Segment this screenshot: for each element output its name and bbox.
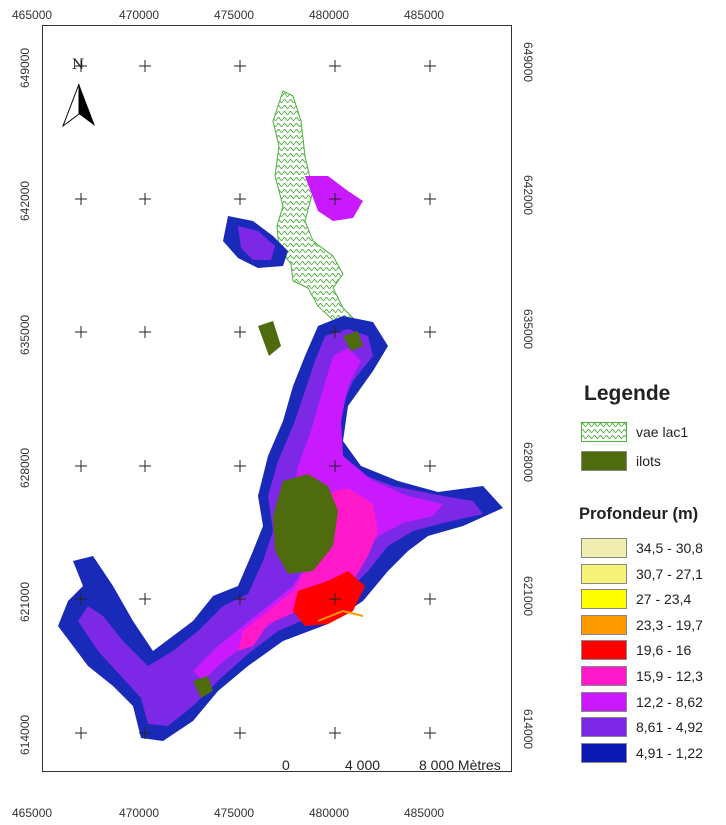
scale-label-end: 8 000 Mètres	[419, 757, 501, 773]
grid-crosses	[75, 60, 436, 739]
depth-class-label: 30,7 - 27,1	[636, 565, 703, 582]
x-tick-top: 465000	[12, 8, 53, 22]
depth-class-label: 19,6 - 16	[636, 642, 692, 659]
depth-class-label: 15,9 - 12,3	[636, 668, 703, 684]
x-tick-top: 475000	[214, 8, 255, 22]
color-swatch	[581, 666, 627, 686]
color-swatch	[581, 640, 627, 661]
x-tick-bottom: 485000	[404, 806, 445, 820]
color-swatch	[581, 589, 627, 610]
y-tick-left: 649000	[18, 47, 32, 88]
x-tick-top: 480000	[309, 8, 350, 22]
legend-label: ilots	[636, 453, 661, 469]
x-tick-top: 485000	[404, 8, 445, 22]
y-tick-right: 649000	[521, 42, 535, 83]
x-tick-top: 470000	[119, 8, 160, 22]
y-tick-left: 621000	[18, 581, 32, 622]
color-swatch	[581, 563, 627, 584]
color-swatch	[581, 742, 627, 763]
scale-label-mid: 4 000	[345, 757, 381, 773]
y-tick-right: 642000	[521, 175, 535, 216]
depth-class-label: 34,5 - 30,8	[636, 540, 703, 556]
depth-class-label: 23,3 - 19,7	[636, 616, 703, 633]
y-tick-left: 628000	[18, 447, 32, 488]
x-tick-bottom: 480000	[309, 806, 350, 820]
north-arrow-icon	[61, 83, 95, 128]
map-frame	[42, 25, 512, 785]
color-swatch	[581, 691, 627, 712]
north-label: N	[72, 57, 85, 73]
islands-region	[193, 321, 363, 698]
color-swatch	[581, 451, 627, 471]
y-tick-left: 635000	[18, 314, 32, 355]
y-tick-right: 621000	[521, 576, 535, 617]
y-tick-right: 635000	[521, 309, 535, 350]
x-tick-bottom: 465000	[12, 806, 53, 820]
y-tick-left: 614000	[18, 714, 32, 755]
color-swatch	[581, 614, 627, 635]
scale-label-zero: 0	[282, 757, 290, 773]
y-tick-left: 642000	[18, 180, 32, 221]
x-tick-bottom: 475000	[214, 806, 255, 820]
depth-class-label: 4,91 - 1,22	[636, 744, 703, 761]
y-tick-right: 614000	[521, 709, 535, 750]
y-tick-right: 628000	[521, 442, 535, 483]
x-tick-bottom: 470000	[119, 806, 160, 820]
hatch-swatch	[581, 422, 627, 442]
legend-label: vae lac1	[636, 424, 689, 440]
lake-depth-map	[58, 60, 503, 785]
color-swatch	[581, 538, 627, 558]
depth-class-label: 27 - 23,4	[636, 591, 692, 608]
color-swatch	[581, 717, 627, 738]
legend-title: Legende	[584, 382, 671, 405]
depth-class-label: 8,61 - 4,92	[636, 719, 703, 736]
depth-legend-title: Profondeur (m)	[579, 505, 699, 523]
depth-class-label: 12,2 - 8,62	[636, 693, 703, 710]
